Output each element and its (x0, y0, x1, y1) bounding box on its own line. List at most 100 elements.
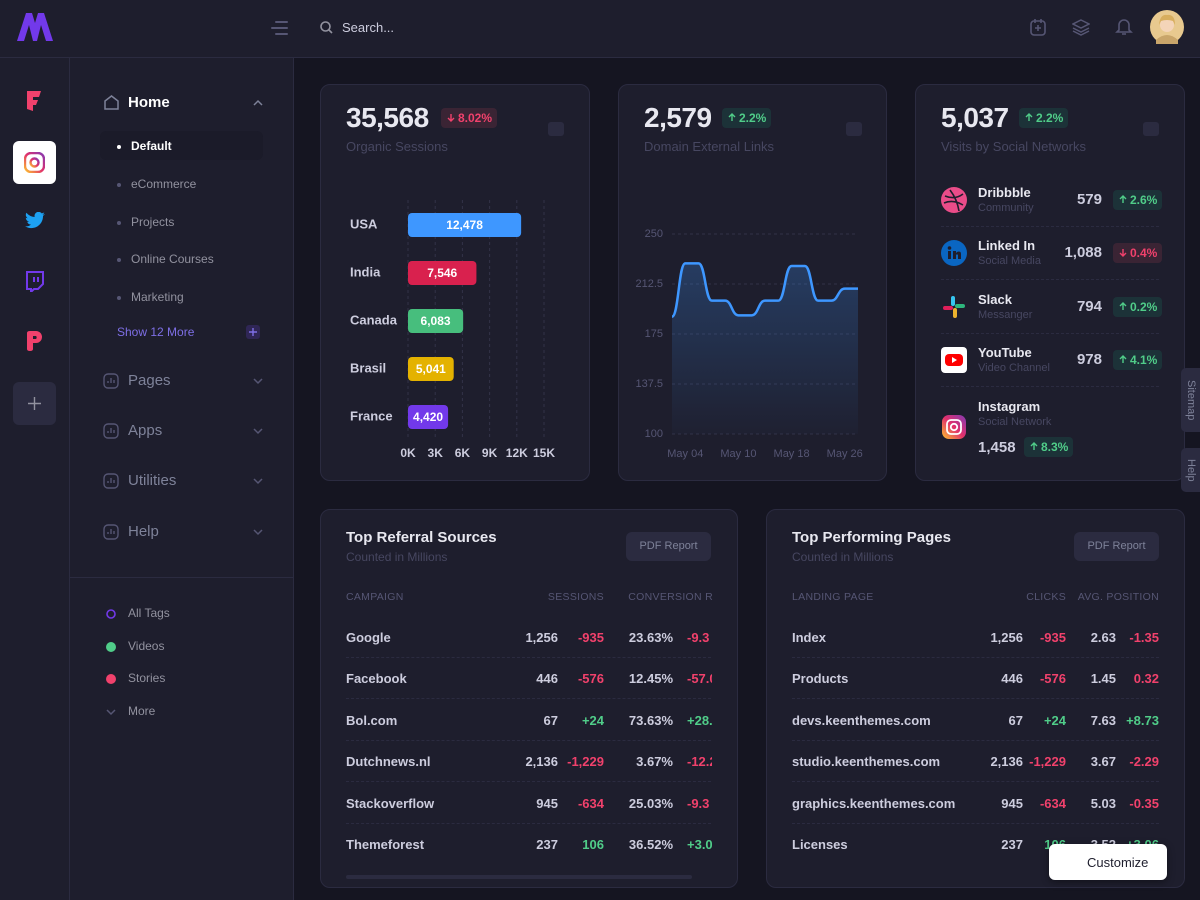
column-header: LANDING PAGE (792, 591, 874, 603)
menu-section[interactable]: Apps (128, 422, 163, 440)
section-chevron (253, 378, 263, 385)
menu-section[interactable]: Help (128, 522, 159, 540)
social-name: Slack (978, 292, 1012, 307)
trend-arrow (1119, 249, 1127, 257)
notifications-button[interactable] (1115, 17, 1133, 37)
menu-toggle[interactable] (270, 20, 288, 36)
scrollbar[interactable] (346, 875, 692, 879)
table-cell: -935 (1039, 630, 1066, 645)
app-rail (0, 58, 70, 900)
social-card (915, 84, 1185, 481)
logo[interactable] (17, 13, 53, 41)
social-value: 1,088 (1064, 244, 1102, 261)
social-logo (943, 296, 965, 318)
menu-item[interactable]: Default (131, 139, 172, 153)
table-cell: 1.45 (1090, 671, 1116, 687)
divider (70, 577, 293, 578)
card-menu-button[interactable] (548, 122, 564, 136)
search-input[interactable]: Search... (342, 20, 395, 35)
table-cell: -0.35 (1129, 795, 1159, 811)
customize-button[interactable]: Customize (1049, 844, 1167, 880)
section-icon (103, 373, 119, 389)
menu-bullet (117, 296, 121, 301)
trend-arrow (1119, 195, 1127, 203)
menu-item[interactable]: eCommerce (131, 176, 197, 191)
app-icon-twitch[interactable] (25, 271, 44, 292)
tag-label[interactable]: More (128, 703, 156, 718)
table-cell: 1,256 (525, 630, 558, 645)
trend-arrow (1119, 355, 1127, 363)
menu-home[interactable]: Home (128, 94, 170, 111)
section-chevron (253, 478, 263, 485)
table-cell: 945 (1001, 795, 1023, 811)
app-icon-figma[interactable] (26, 90, 42, 112)
table-cell: -576 (577, 671, 604, 687)
row-separator (792, 781, 1159, 783)
table-cell: -935 (577, 630, 604, 645)
social-logo (941, 347, 967, 373)
card-menu-button[interactable] (1143, 122, 1159, 136)
tag-label[interactable]: Videos (128, 638, 165, 653)
row-separator (792, 657, 1159, 658)
side-tab[interactable]: Sitemap (1181, 368, 1200, 432)
social-value: 1,458 (978, 439, 1016, 456)
row-separator (346, 822, 711, 824)
card-menu-button[interactable] (846, 122, 862, 136)
table-cell: -2.29 (1129, 754, 1159, 770)
social-name: Instagram (978, 399, 1041, 414)
table-cell: 2,136 (990, 754, 1023, 770)
table-cell: 1,256 (990, 630, 1023, 645)
table-cell: +24 (581, 712, 604, 728)
section-icon (103, 473, 119, 490)
menu-section[interactable]: Utilities (128, 472, 177, 490)
tag-label[interactable]: All Tags (128, 606, 170, 620)
table-cell: +3.0 (687, 837, 712, 852)
app-icon-product-hunt[interactable] (24, 330, 45, 352)
change-badge: 2.2% (722, 108, 772, 128)
side-tab[interactable]: Help (1181, 448, 1200, 492)
app-icon-active[interactable] (13, 141, 56, 184)
table-cell: Products (792, 671, 849, 687)
table-cell: 0.32 (1133, 671, 1159, 687)
pdf-report-button[interactable]: PDF Report (626, 532, 711, 561)
app-icon-twitter[interactable] (24, 212, 46, 230)
table-cell: -57.0 (687, 671, 712, 687)
row-separator (941, 226, 1159, 227)
table-cell: graphics.keenthemes.com (792, 795, 956, 811)
row-separator (346, 781, 711, 783)
social-logo (942, 415, 966, 439)
menu-item[interactable]: Marketing (131, 290, 184, 305)
social-sub: Social Media (978, 255, 1041, 267)
table-cell: 5.03 (1090, 795, 1116, 811)
change-badge: 8.02% (441, 108, 498, 128)
table-cell: +24 (1043, 712, 1066, 728)
table-cell: studio.keenthemes.com (792, 754, 941, 770)
user-avatar[interactable] (1150, 10, 1184, 44)
trend-arrow (728, 113, 736, 121)
social-logo (941, 240, 967, 266)
card-value: 2,579 (644, 102, 712, 133)
tag-label[interactable]: Stories (128, 671, 166, 685)
table-cell: -12.2 (687, 754, 712, 770)
table-cell: Themeforest (346, 837, 425, 852)
table-cell: -9.3 (687, 795, 710, 811)
row-separator (346, 698, 711, 700)
row-separator (941, 333, 1159, 334)
table-cell: 2.63 (1090, 630, 1116, 645)
social-change: 2.6% (1113, 190, 1163, 210)
show-more-link[interactable]: Show 12 More (117, 325, 195, 339)
table-title: Top Referral Sources (346, 529, 497, 546)
social-name: Linked In (978, 238, 1036, 253)
social-logo (941, 187, 967, 213)
calendar-button[interactable] (1029, 18, 1047, 36)
customize-label: Customize (1087, 855, 1149, 870)
trend-arrow (1025, 113, 1033, 121)
menu-section[interactable]: Pages (128, 372, 171, 389)
table-cell: 3.67% (636, 754, 673, 770)
menu-item[interactable]: Projects (131, 214, 175, 229)
section-icon (103, 523, 119, 540)
social-change: 0.4% (1113, 243, 1163, 263)
menu-item[interactable]: Online Courses (131, 252, 214, 267)
layers-button[interactable] (1072, 18, 1090, 36)
pdf-report-button[interactable]: PDF Report (1074, 532, 1159, 561)
